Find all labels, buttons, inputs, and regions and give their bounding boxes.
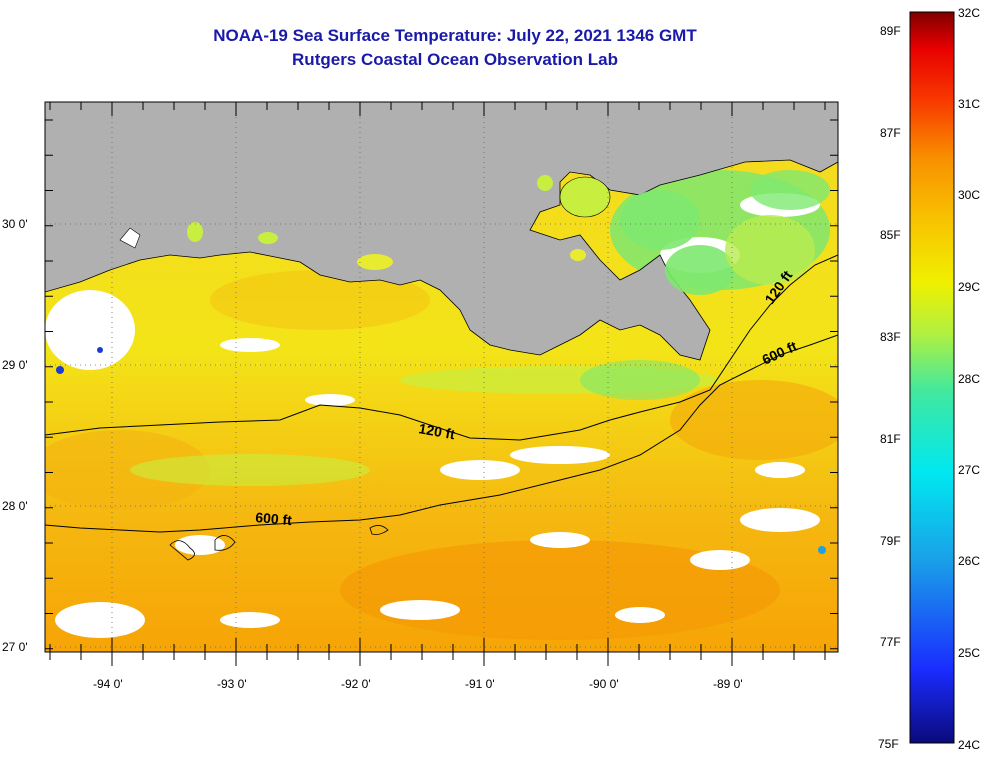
colorbar-f-label: 85F bbox=[880, 228, 901, 242]
colorbar-f-label: 77F bbox=[880, 635, 901, 649]
lon-label: -89 0' bbox=[713, 677, 743, 691]
colorbar-c-label: 30C bbox=[958, 188, 981, 202]
map-frame bbox=[44, 101, 839, 653]
lat-label: 29 0' bbox=[2, 358, 28, 372]
colorbar-c-label: 32C bbox=[958, 6, 981, 20]
colorbar-f-label: 79F bbox=[880, 534, 901, 548]
colorbar-c-label: 28C bbox=[958, 372, 981, 386]
colorbar-f-label: 75F bbox=[878, 737, 899, 751]
isobath-600ft bbox=[45, 334, 838, 533]
lon-label: -90 0' bbox=[589, 677, 619, 691]
colorbar-c-label: 27C bbox=[958, 463, 981, 477]
isobath-120ft bbox=[45, 254, 838, 441]
colorbar-f-label: 83F bbox=[880, 330, 901, 344]
contour-label-600ft-west: 600 ft bbox=[255, 509, 293, 528]
land-louisiana bbox=[45, 102, 838, 361]
lat-label: 30 0' bbox=[2, 217, 28, 231]
colorbar-f-label: 89F bbox=[880, 24, 901, 38]
lon-label: -93 0' bbox=[217, 677, 247, 691]
colorbar-f-label: 81F bbox=[880, 432, 901, 446]
lon-label: -94 0' bbox=[93, 677, 123, 691]
axis-ticks bbox=[45, 102, 838, 666]
colorbar-c-label: 24C bbox=[958, 738, 981, 752]
colorbar bbox=[909, 11, 955, 744]
colorbar-c-label: 25C bbox=[958, 646, 981, 660]
map-title: NOAA-19 Sea Surface Temperature: July 22… bbox=[213, 26, 697, 45]
colorbar-c-label: 31C bbox=[958, 97, 981, 111]
grid-lines bbox=[45, 102, 838, 652]
colorbar-c-label: 29C bbox=[958, 280, 981, 294]
colorbar-c-label: 26C bbox=[958, 554, 981, 568]
lat-label: 27 0' bbox=[2, 640, 28, 654]
colorbar-f-label: 87F bbox=[880, 126, 901, 140]
map-subtitle: Rutgers Coastal Ocean Observation Lab bbox=[292, 50, 618, 69]
lon-label: -92 0' bbox=[341, 677, 371, 691]
cloud-cover bbox=[45, 193, 820, 638]
lon-label: -91 0' bbox=[465, 677, 495, 691]
lat-label: 28 0' bbox=[2, 499, 28, 513]
contour-label-120ft-west: 120 ft bbox=[417, 420, 456, 442]
